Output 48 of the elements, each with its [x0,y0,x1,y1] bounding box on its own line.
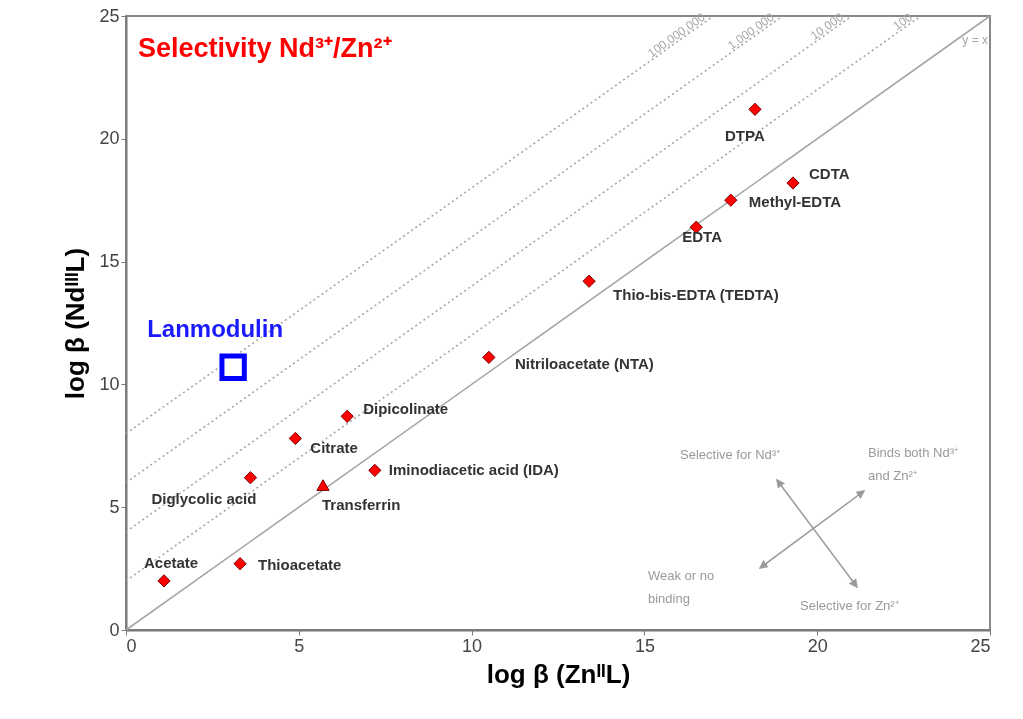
point [233,557,247,571]
point [582,274,596,288]
annotation: Lanmodulin [147,315,284,343]
point [786,176,800,190]
annotation: Weak or no binding [648,567,716,608]
y-tick-label: 20 [99,128,120,149]
annotation: Transferrin [321,496,401,514]
point [219,353,247,381]
annotation: Dipicolinate [363,400,449,418]
point [288,431,302,446]
annotation: Iminodiacetic acid (IDA) [388,461,559,479]
point [243,471,258,485]
x-tick-label: 10 [462,635,483,656]
point [368,463,382,477]
annotation: Thio-bis-EDTA (TEDTA) [613,286,779,304]
point [748,102,762,116]
y-tick-label: 10 [99,373,120,394]
annotation: Binds both Nd³⁺ and Zn²⁺ [868,444,959,485]
text: Selectivity Nd³⁺/Zn²⁺ [138,33,392,63]
x-tick-label: 0 [126,635,137,656]
annotation: Methyl-EDTA [748,193,842,211]
annotation: DTPA [724,127,765,145]
annotation: Citrate [310,439,358,457]
annotation: Diglycolic acid [151,489,257,507]
x-tick-label: 20 [807,635,828,656]
y-axis-title: log β (NdᴵᴵᴵL) [60,247,91,400]
y-tick-label: 0 [109,619,120,640]
annotation: Acetate [144,553,199,571]
y-tick-label: 15 [99,251,120,272]
point [316,479,330,491]
point [157,574,171,588]
x-tick-label: 25 [970,635,991,656]
text: 100 [890,9,916,34]
x-axis-title: log β (ZnᴵᴵL) [486,658,631,689]
y-tick-label: 5 [109,496,120,517]
annotation: EDTA [682,228,723,246]
point [724,193,738,207]
y-tick-label: 25 [99,5,120,26]
point [340,409,354,423]
x-tick-label: 15 [634,635,655,656]
annotation: Selective for Nd³⁺ [680,446,782,464]
annotation: Thioacetate [258,555,342,573]
x-tick-label: 5 [294,635,305,656]
series-label: y = x [962,33,988,47]
annotation: Nitriloacetate (NTA) [514,355,654,373]
annotation: Selective for Zn²⁺ [800,597,900,615]
annotation: CDTA [809,165,850,183]
point [482,350,496,365]
